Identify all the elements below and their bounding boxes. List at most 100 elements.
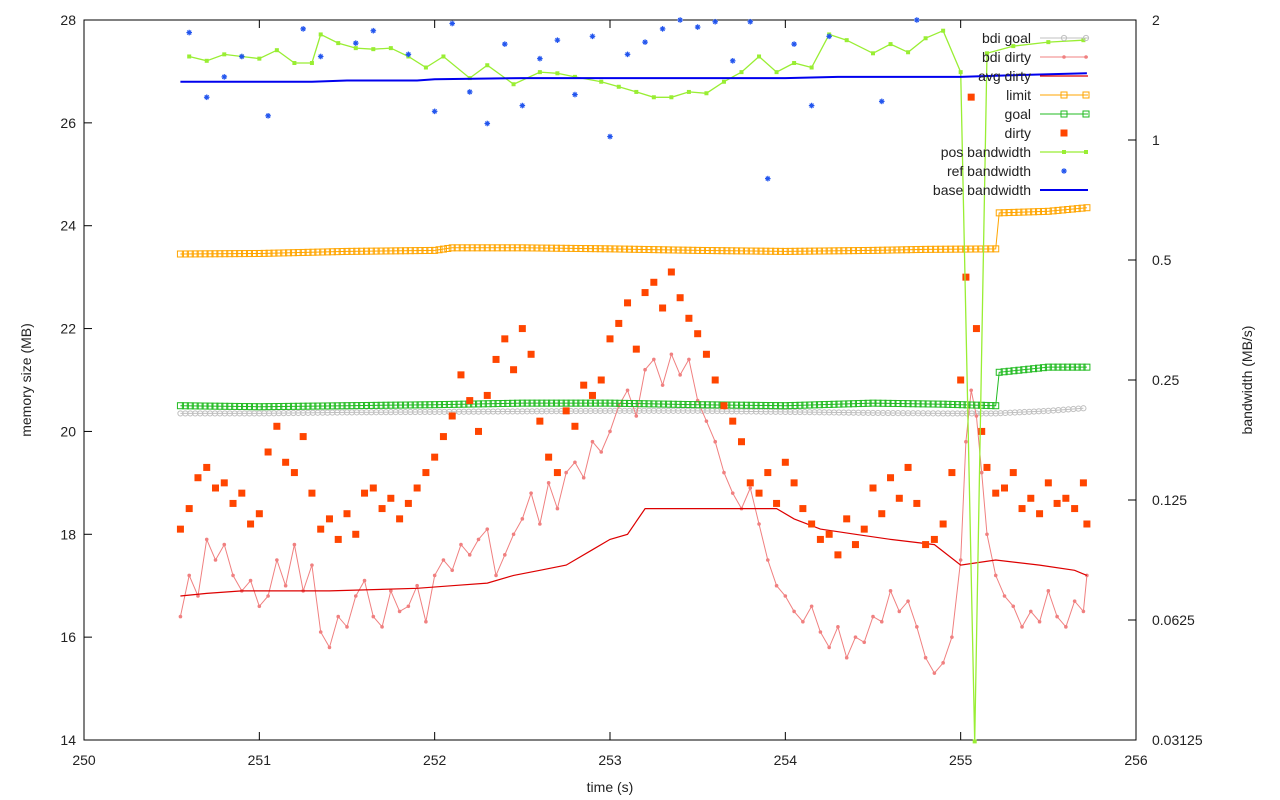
- series-point-dirty: [825, 530, 833, 538]
- series-point-pos-bandwidth: [739, 70, 744, 75]
- series-point-limit: [236, 250, 244, 258]
- series-point-goal: [1068, 363, 1076, 371]
- series-point-pos-bandwidth: [485, 63, 490, 68]
- series-point-dirty: [676, 294, 684, 302]
- series-goal: [176, 363, 1091, 411]
- series-point-bdi-dirty: [371, 614, 376, 619]
- series-point-bdi-dirty: [722, 470, 726, 475]
- series-point-goal: [1044, 363, 1052, 371]
- series-point-limit: [488, 244, 496, 252]
- series-point-limit: [289, 249, 297, 257]
- series-point-goal: [324, 402, 332, 410]
- series-point-dirty: [1079, 479, 1087, 487]
- series-point-goal: [1049, 363, 1057, 371]
- series-point-dirty: [439, 433, 447, 441]
- series-point-dirty: [431, 453, 439, 461]
- series-point-goal: [250, 403, 258, 411]
- series-point-bdi-dirty: [687, 357, 691, 362]
- series-point-pos-bandwidth: [441, 54, 446, 59]
- series-point-goal: [475, 400, 482, 408]
- series-point-limit: [859, 247, 867, 255]
- series-point-dirty: [562, 407, 570, 415]
- series-point-limit: [367, 247, 375, 255]
- series-point-dirty: [220, 479, 228, 487]
- series-point-dirty: [273, 422, 281, 430]
- series-point-limit: [493, 244, 501, 252]
- series-point-limit: [684, 246, 692, 254]
- series-point-dirty: [510, 366, 518, 374]
- series-point-limit: [280, 249, 288, 257]
- series-point-limit: [723, 247, 731, 255]
- series-point-goal: [1073, 363, 1081, 371]
- series-point-dirty: [781, 458, 789, 466]
- series-point-limit: [767, 247, 775, 255]
- series-point-goal: [742, 401, 750, 409]
- legend-swatch-marker: [1062, 150, 1066, 154]
- series-point-ref-bandwidth: [712, 18, 718, 25]
- series-point-goal: [806, 401, 814, 409]
- series-point-goal: [987, 402, 995, 410]
- series-point-goal: [548, 399, 556, 407]
- series-point-goal: [338, 402, 346, 410]
- legend-swatch-marker: [1060, 91, 1068, 99]
- series-point-dirty: [247, 520, 255, 528]
- series-point-bdi-dirty: [888, 589, 893, 593]
- series-point-limit: [382, 247, 390, 255]
- series-point-limit: [533, 244, 541, 252]
- series-point-pos-bandwidth: [511, 82, 516, 87]
- series-point-pos-bandwidth: [257, 56, 262, 61]
- series-point-goal: [645, 400, 653, 408]
- series-point-pos-bandwidth: [972, 739, 977, 744]
- series-point-goal: [630, 400, 638, 408]
- series-point-dirty: [834, 551, 842, 559]
- series-point-limit: [664, 246, 672, 254]
- series-point-goal: [543, 399, 551, 407]
- series-point-limit: [392, 247, 400, 255]
- series-point-bdi-dirty: [950, 635, 954, 639]
- series-point-dirty: [176, 525, 184, 533]
- series-point-bdi-dirty: [871, 614, 875, 619]
- series-point-bdi-dirty: [362, 578, 367, 583]
- series-point-limit: [728, 247, 736, 255]
- series-point-limit: [181, 250, 189, 258]
- series-point-limit: [241, 250, 249, 258]
- plot-border: [83, 19, 1137, 741]
- series-point-bdi-dirty: [441, 558, 446, 562]
- series-point-dirty: [939, 520, 947, 528]
- series-line-bdi-goal: [180, 407, 1084, 414]
- series-point-pos-bandwidth: [792, 61, 797, 66]
- series-point-limit: [377, 247, 385, 255]
- series-point-limit: [1005, 209, 1013, 217]
- series-point-bdi-dirty: [459, 542, 463, 547]
- series-point-goal: [713, 401, 721, 409]
- series-point-bdi-dirty: [529, 491, 533, 495]
- series-point-bdi-dirty: [581, 475, 586, 480]
- series-point-limit: [577, 245, 585, 253]
- series-point-limit: [806, 247, 814, 255]
- legend-swatch-marker: [1084, 150, 1088, 154]
- series-point-goal: [738, 401, 745, 409]
- series-point-goal: [221, 402, 229, 410]
- series-point-goal: [333, 402, 341, 410]
- series-point-pos-bandwidth: [599, 79, 604, 84]
- series-point-limit: [772, 247, 780, 255]
- series-point-bdi-dirty: [941, 661, 945, 665]
- series-point-limit: [411, 247, 419, 255]
- series-point-bdi-dirty: [1002, 594, 1007, 598]
- series-point-dirty: [967, 93, 975, 101]
- series-point-limit: [596, 245, 604, 253]
- series-point-dirty: [378, 505, 386, 513]
- series-point-limit: [1059, 206, 1067, 214]
- series-point-bdi-dirty: [353, 594, 358, 598]
- series-point-pos-bandwidth: [1081, 38, 1086, 43]
- series-point-dirty: [290, 469, 298, 477]
- series-point-limit: [548, 244, 556, 252]
- series-point-goal: [762, 401, 770, 409]
- series-point-dirty: [527, 350, 535, 358]
- series-point-goal: [479, 400, 487, 408]
- series-point-goal: [1030, 365, 1038, 373]
- series-point-limit: [255, 249, 263, 257]
- series-point-ref-bandwidth: [642, 39, 648, 45]
- series-point-bdi-dirty: [503, 553, 507, 557]
